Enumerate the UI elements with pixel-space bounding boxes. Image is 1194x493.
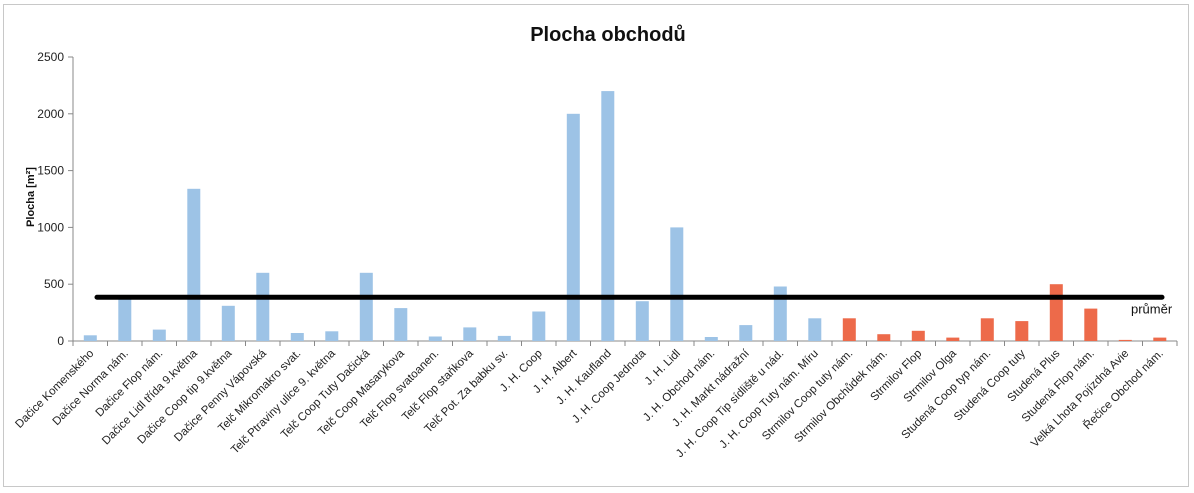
bars: [83, 91, 1167, 341]
bar: [256, 272, 270, 341]
y-tick-label: 1000: [37, 220, 64, 234]
y-axis-title: Plocha [m²]: [25, 167, 37, 227]
bar: [1084, 308, 1098, 341]
bar: [1118, 339, 1132, 341]
bar: [566, 113, 580, 341]
bar: [532, 311, 546, 341]
y-axis-ticks: 0 500 1000 1500 2000 2500: [37, 50, 73, 348]
bar: [877, 334, 891, 341]
bar: [290, 333, 304, 341]
bar: [463, 327, 477, 341]
bar: [394, 308, 408, 341]
y-tick-label: 2500: [37, 50, 64, 64]
bar: [670, 227, 684, 341]
average-line-group: průměr: [94, 294, 1173, 316]
chart-frame: Plocha obchodů Plocha [m²] 0 500 1000 1500 2…: [3, 4, 1189, 487]
axes: [72, 57, 1178, 346]
bar: [152, 329, 166, 341]
bar-chart: Plocha obchodů Plocha [m²] 0 500 1000 1500 2…: [13, 24, 1178, 460]
bar: [1153, 337, 1167, 341]
bar: [1049, 284, 1063, 341]
average-line-label: průměr: [1131, 301, 1173, 316]
bar: [497, 335, 511, 341]
bar: [187, 188, 201, 341]
y-tick-label: 1500: [37, 164, 64, 178]
bar: [359, 272, 373, 341]
bar: [808, 318, 822, 341]
bar: [739, 325, 753, 341]
bar: [428, 336, 442, 341]
bar: [1015, 321, 1029, 341]
bar: [704, 337, 718, 341]
y-tick-label: 500: [44, 277, 64, 291]
bar: [842, 318, 856, 341]
bar: [773, 286, 787, 341]
bar: [946, 337, 960, 341]
bar: [601, 91, 615, 341]
bar: [83, 335, 97, 341]
chart-title: Plocha obchodů: [530, 24, 686, 46]
bar: [911, 330, 925, 341]
bar: [221, 305, 235, 341]
y-tick-label: 2000: [37, 107, 64, 121]
bar: [980, 318, 994, 341]
bar: [118, 297, 132, 341]
bar: [635, 301, 649, 341]
bar: [325, 331, 339, 341]
y-tick-label: 0: [57, 334, 64, 348]
